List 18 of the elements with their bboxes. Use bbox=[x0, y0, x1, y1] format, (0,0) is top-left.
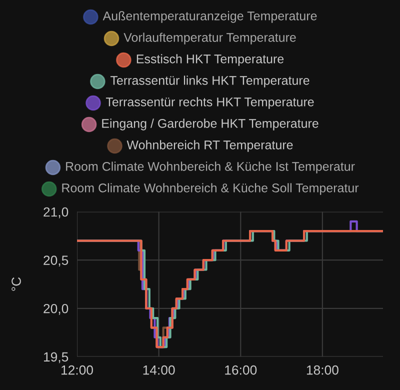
y-tick-label: 20,5 bbox=[44, 256, 68, 267]
legend-label: Esstisch HKT Temperature bbox=[136, 54, 284, 66]
legend-label: Terrassentür rechts HKT Temperature bbox=[106, 97, 314, 109]
y-tick-label: 19,5 bbox=[44, 352, 68, 364]
legend-label: Wohnbereich RT Temperature bbox=[126, 140, 293, 152]
legend-label: Vorlauftemperatur Temperature bbox=[124, 32, 296, 44]
x-tick-label: 14:00 bbox=[143, 365, 175, 375]
legend-label: Room Climate Wohnbereich & Küche Ist Temperatur bbox=[66, 162, 355, 174]
y-tick-label: 21,0 bbox=[44, 207, 68, 218]
y-tick-label: 20,0 bbox=[44, 304, 68, 315]
x-tick-label: 18:00 bbox=[306, 365, 338, 375]
legend-label: Außentemperaturanzeige Temperature bbox=[102, 11, 317, 23]
x-tick-label: 16:00 bbox=[225, 365, 257, 375]
legend-label: Eingang / Garderobe HKT Temperature bbox=[102, 118, 318, 130]
legend-label: Terrassentür links HKT Temperature bbox=[110, 76, 310, 88]
y-axis-title: °C bbox=[12, 277, 21, 291]
legend-label: Room Climate Wohnbereich & Küche Soll Temperatur bbox=[62, 183, 359, 195]
x-tick-label: 12:00 bbox=[62, 365, 93, 375]
